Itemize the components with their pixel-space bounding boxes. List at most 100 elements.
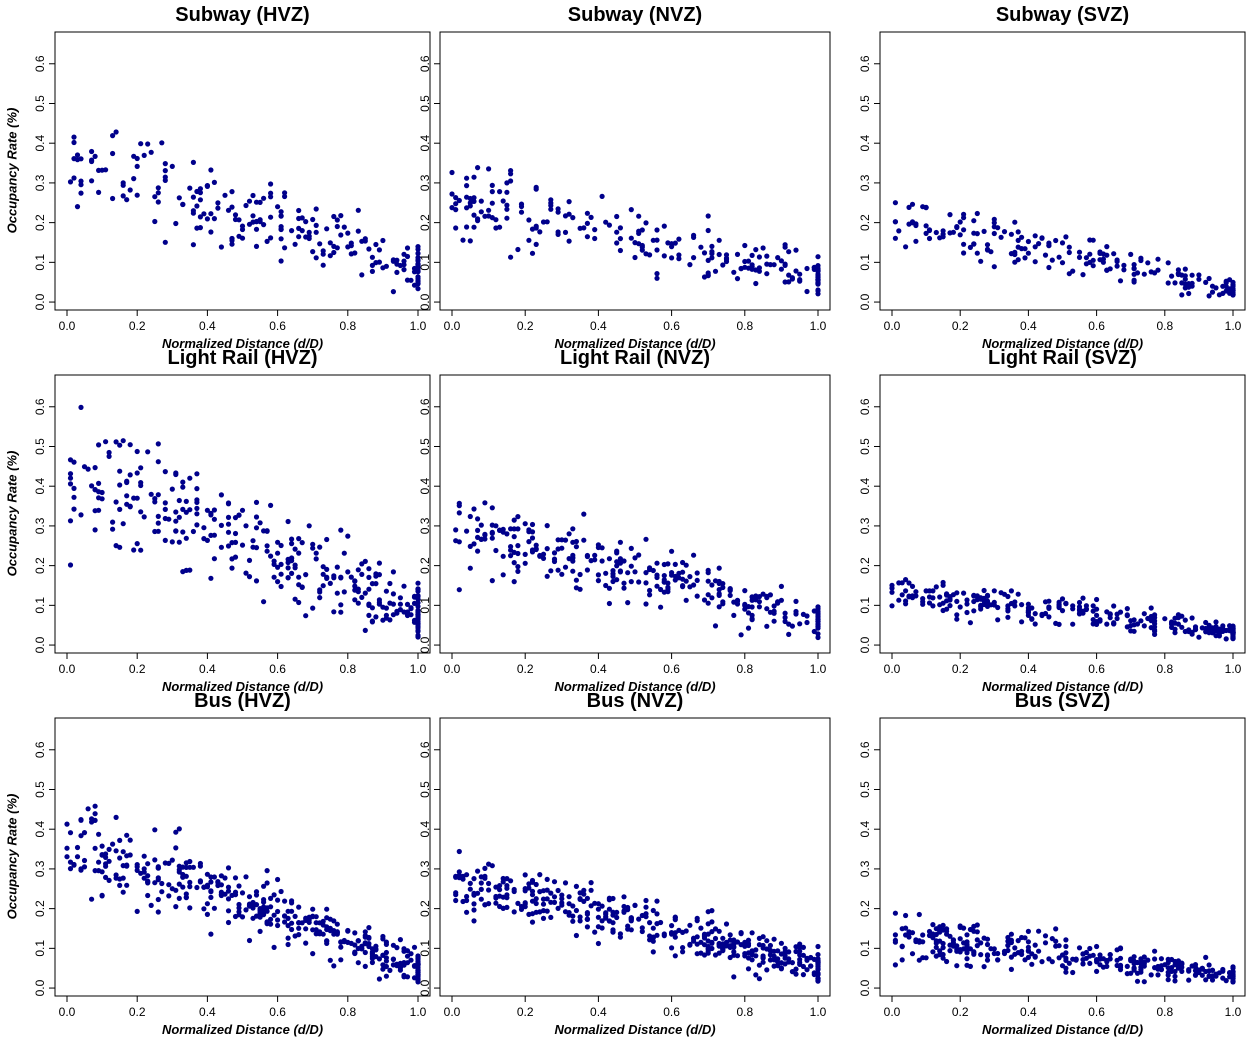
data-point [782,261,788,267]
data-point [345,244,351,250]
data-point [745,942,752,949]
y-tick-label: 0.1 [858,597,872,614]
data-point [1162,616,1168,622]
data-point [394,261,400,267]
data-point [89,158,95,165]
data-point [299,540,305,546]
x-tick-label: 0.2 [129,662,146,676]
data-point [650,935,656,941]
data-point [1223,978,1229,984]
data-point [584,220,591,226]
data-point [380,933,386,940]
data-point [415,246,421,252]
data-point [1104,621,1110,627]
data-point [1076,607,1083,614]
data-point [1213,973,1219,979]
data-point [1056,602,1062,609]
data-point [734,939,741,945]
data-point [338,602,344,608]
data-point [383,939,389,945]
data-point [475,890,481,896]
data-point [415,972,421,978]
data-point [508,168,514,174]
data-point [610,929,616,935]
data-point [1175,612,1181,618]
y-tick-label: 0.1 [418,254,432,271]
data-point [595,924,602,930]
data-point [310,541,316,547]
data-point [253,499,260,505]
x-tick-label: 1.0 [410,1005,427,1019]
data-point [1230,979,1236,985]
data-point [415,261,421,267]
data-point [253,243,260,249]
data-point [533,184,539,190]
data-point [127,187,133,193]
x-tick-label: 0.6 [663,319,680,333]
data-point [1128,618,1134,624]
x-tick-label: 0.2 [952,319,969,333]
chart-title: Bus (SVZ) [1014,690,1111,712]
data-point [687,262,693,268]
data-point [264,543,270,549]
data-point [661,223,667,229]
data-point [408,612,414,618]
data-point [183,864,189,871]
data-point [815,977,821,983]
data-point [797,941,803,947]
data-point [978,596,984,602]
data-point [793,247,799,253]
data-point [257,199,263,205]
data-point [906,929,912,936]
data-point [310,605,316,611]
data-point [518,903,525,910]
data-point [654,275,660,281]
data-point [778,966,785,972]
data-point [331,573,337,579]
data-point [753,972,759,978]
data-point [341,550,347,556]
data-point [1199,966,1205,972]
data-point [504,904,510,911]
data-point [1230,965,1236,971]
data-point [760,591,766,597]
data-point [320,571,326,577]
data-point [937,235,943,241]
data-point [709,255,715,261]
data-point [338,527,344,533]
data-point [1209,625,1216,631]
data-point [984,600,991,606]
data-point [317,595,323,601]
data-point [691,935,697,941]
data-point [540,908,547,914]
data-point [124,501,130,507]
data-point [117,468,123,474]
data-point [950,592,957,598]
data-point [1008,937,1015,943]
data-point [967,926,974,933]
data-point [573,585,580,591]
data-point [793,608,799,615]
data-point [1186,627,1192,633]
data-point [603,911,609,917]
data-point [731,952,737,958]
data-point [930,935,936,941]
data-point [1012,603,1018,609]
data-point [672,917,678,923]
data-point [749,594,755,600]
data-point [257,910,263,916]
data-point [782,618,788,625]
data-point [1230,629,1236,636]
data-point [1025,612,1031,619]
data-point [786,621,792,627]
y-tick-label: 0.2 [418,900,432,917]
data-point [1182,266,1188,272]
data-point [504,206,510,212]
data-point [383,605,389,611]
data-point [369,618,375,624]
data-point [964,950,970,956]
data-point [643,536,649,542]
data-point [155,896,161,903]
data-point [522,551,528,558]
data-point [1196,272,1202,278]
